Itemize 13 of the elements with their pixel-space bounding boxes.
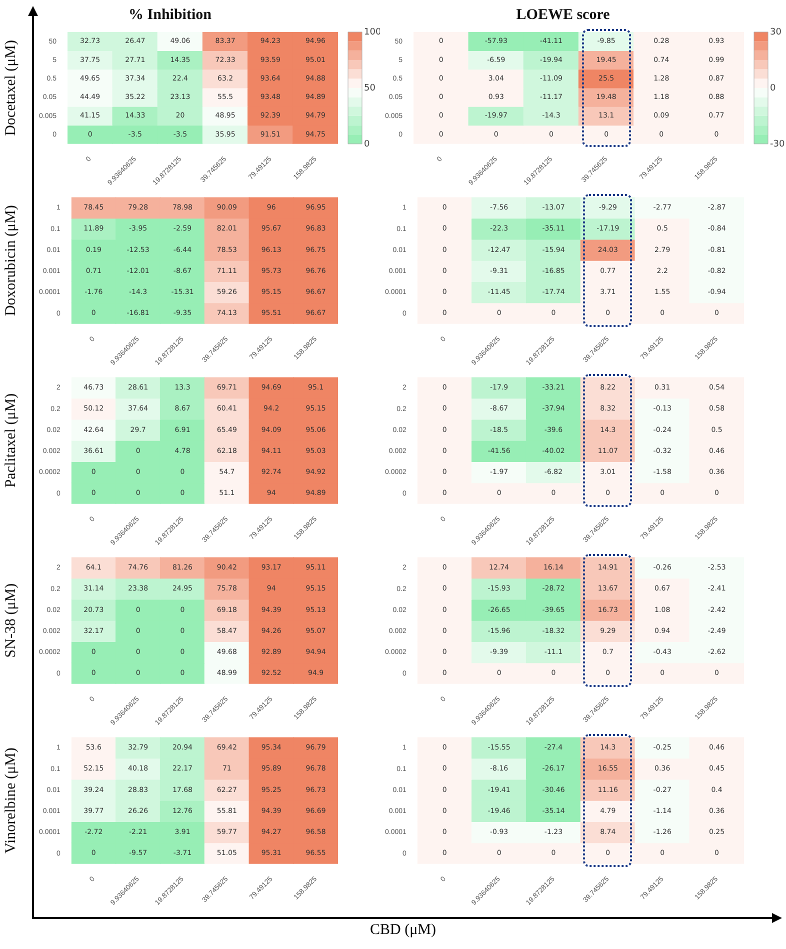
x-axis-title: CBD (μM) [370, 922, 436, 939]
y-axis-title: SN-38 (μM) [2, 583, 19, 658]
y-axis-title: Vinorelbine (μM) [2, 748, 19, 854]
chart-title: LOEWE score [516, 6, 610, 23]
y-axis-title: Docetaxel (μM) [2, 40, 19, 136]
color-bar-label: 0 [364, 139, 370, 150]
color-bar-label: -30 [770, 139, 785, 150]
y-axis-title: Paclitaxel (μM) [2, 393, 19, 488]
chart-title: % Inhibition [128, 6, 212, 23]
color-bar-label: 0 [770, 83, 776, 94]
y-axis-title: Doxorubicin (μM) [2, 205, 19, 316]
color-bar-label: 30 [770, 27, 782, 38]
color-bar-label: 50 [364, 83, 376, 94]
